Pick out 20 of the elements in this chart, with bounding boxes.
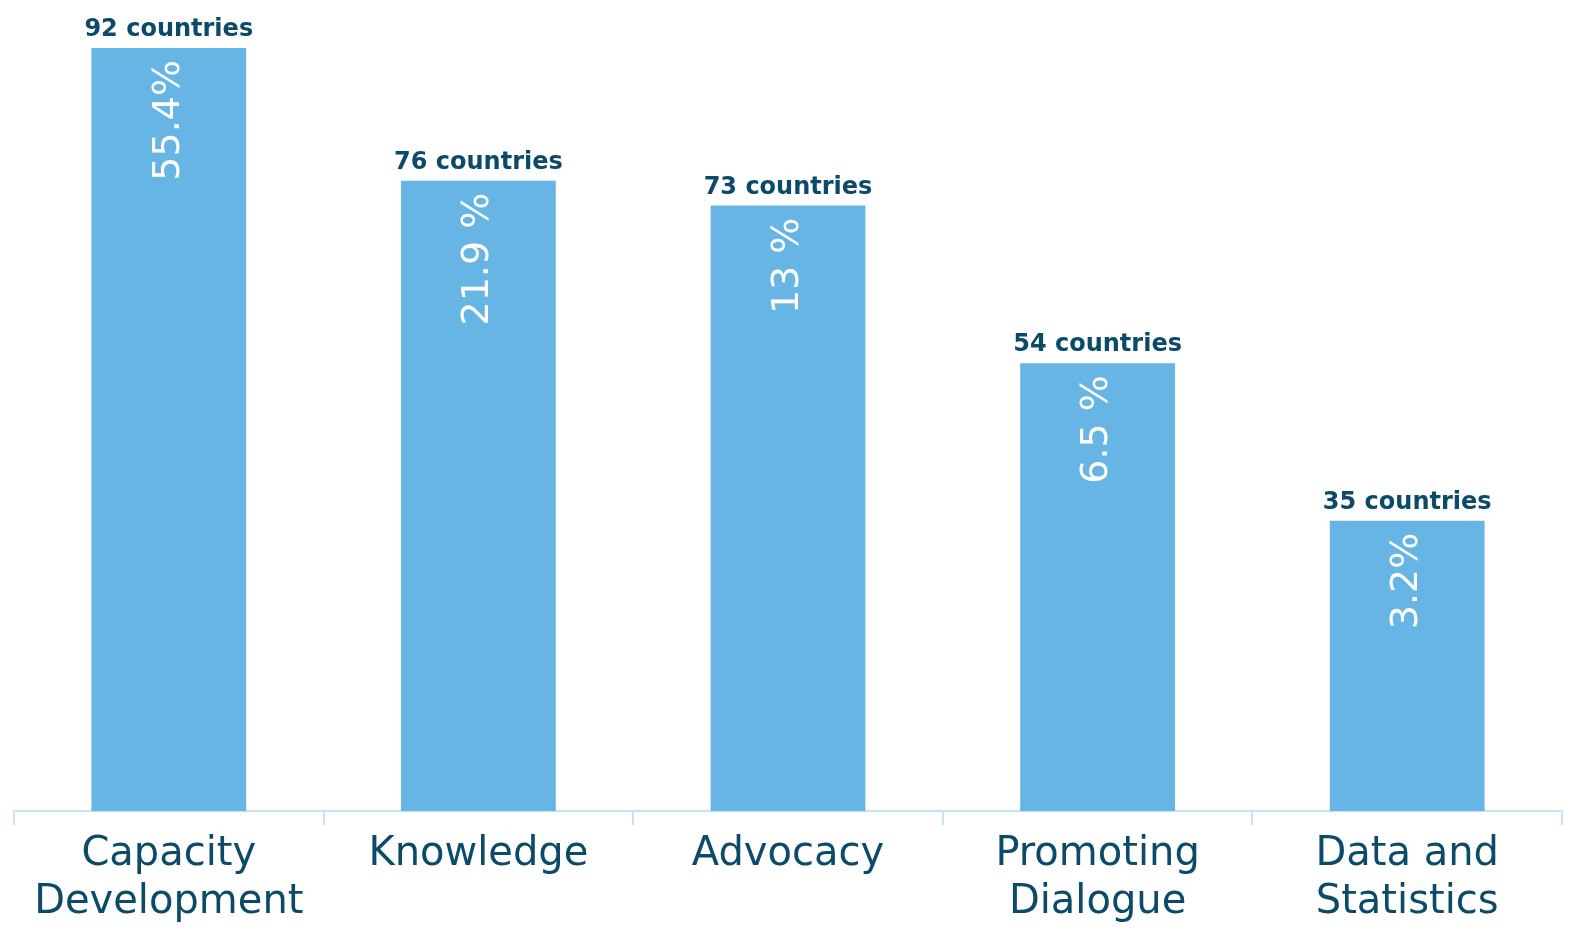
- annotation: 55.4%: [143, 60, 188, 181]
- bar: [401, 180, 556, 811]
- bar: [710, 205, 866, 811]
- data-label: 35 countries: [1322, 486, 1492, 515]
- x-tick-label: Knowledge: [368, 828, 589, 875]
- x-tick-label: Advocacy: [691, 828, 885, 875]
- annotation: 21.9 %: [453, 192, 498, 326]
- data-label: 73 countries: [703, 171, 873, 200]
- x-tick-label: Capacity Development: [34, 828, 304, 923]
- data-label: 92 countries: [84, 14, 254, 43]
- annotation: 6.5 %: [1072, 375, 1117, 484]
- bar: [91, 48, 247, 811]
- x-tick-label: Promoting Dialogue: [995, 828, 1200, 923]
- annotation: 13 %: [762, 217, 807, 315]
- bar: [1020, 363, 1175, 811]
- data-label: 54 countries: [1013, 329, 1182, 358]
- annotation: 3.2%: [1382, 532, 1427, 630]
- x-tick-label: Data and Statistics: [1315, 828, 1499, 923]
- bar: [1329, 520, 1485, 811]
- data-label: 76 countries: [394, 146, 563, 175]
